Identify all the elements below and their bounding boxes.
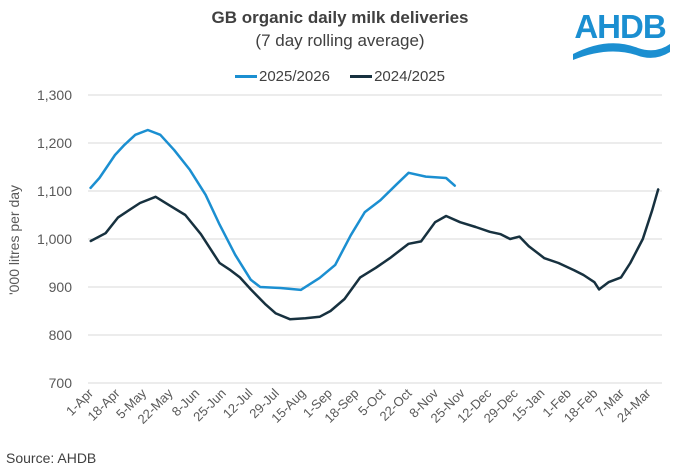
data-point bbox=[300, 289, 302, 291]
data-point bbox=[509, 238, 511, 240]
data-point bbox=[114, 154, 116, 156]
legend-item-2025-2026: 2025/2026 bbox=[235, 68, 330, 85]
data-point bbox=[364, 211, 366, 213]
data-point bbox=[280, 287, 282, 289]
data-point bbox=[408, 172, 410, 174]
data-point bbox=[329, 310, 331, 312]
y-tick-label: 700 bbox=[49, 375, 73, 391]
y-tick-label: 1,100 bbox=[37, 183, 72, 199]
data-point bbox=[651, 209, 653, 211]
data-point bbox=[264, 303, 266, 305]
data-point bbox=[89, 188, 91, 190]
data-point bbox=[250, 279, 252, 281]
data-point bbox=[620, 276, 622, 278]
series-line-2025-2026 bbox=[89, 128, 457, 292]
legend-swatch bbox=[235, 75, 257, 78]
data-point bbox=[500, 233, 502, 235]
y-tick-label: 1,300 bbox=[37, 87, 72, 103]
data-point bbox=[200, 233, 202, 235]
y-tick-label: 900 bbox=[49, 279, 73, 295]
data-point bbox=[189, 169, 191, 171]
y-tick-label: 1,200 bbox=[37, 135, 72, 151]
data-point bbox=[319, 277, 321, 279]
data-point bbox=[209, 248, 211, 250]
legend: 2025/2026 2024/2025 bbox=[0, 65, 680, 85]
data-point bbox=[350, 234, 352, 236]
data-point bbox=[518, 236, 520, 238]
data-point bbox=[289, 318, 291, 320]
data-point bbox=[642, 238, 644, 240]
data-point bbox=[147, 129, 149, 131]
x-tick-label: 12-Jul bbox=[220, 385, 256, 421]
data-point bbox=[139, 202, 141, 204]
data-point bbox=[169, 204, 171, 206]
data-point bbox=[598, 288, 600, 290]
data-point bbox=[173, 149, 175, 151]
data-point bbox=[395, 184, 397, 186]
data-point bbox=[123, 144, 125, 146]
data-point bbox=[159, 134, 161, 136]
data-point bbox=[305, 317, 307, 319]
data-point bbox=[319, 316, 321, 318]
data-point bbox=[234, 254, 236, 256]
data-point bbox=[89, 240, 91, 242]
data-point bbox=[582, 274, 584, 276]
y-tick-label: 800 bbox=[49, 327, 73, 343]
legend-label: 2024/2025 bbox=[374, 68, 445, 85]
data-point bbox=[375, 267, 377, 269]
data-point bbox=[454, 185, 456, 187]
series-line-2024-2025 bbox=[89, 188, 660, 321]
data-point bbox=[607, 281, 609, 283]
data-point bbox=[475, 226, 477, 228]
data-point bbox=[459, 221, 461, 223]
ahdb-logo: AHDB bbox=[568, 4, 673, 71]
data-point bbox=[259, 286, 261, 288]
data-point bbox=[543, 257, 545, 259]
data-point bbox=[434, 221, 436, 223]
chart-title: GB organic daily milk deliveries bbox=[211, 8, 469, 27]
data-point bbox=[239, 276, 241, 278]
data-point bbox=[445, 177, 447, 179]
data-point bbox=[528, 245, 530, 247]
legend-item-2024-2025: 2024/2025 bbox=[350, 68, 445, 85]
data-point bbox=[445, 215, 447, 217]
data-point bbox=[105, 232, 107, 234]
y-tick-label: 1,000 bbox=[37, 231, 72, 247]
data-point bbox=[359, 276, 361, 278]
data-point bbox=[379, 199, 381, 201]
data-point bbox=[155, 196, 157, 198]
data-point bbox=[420, 240, 422, 242]
data-point bbox=[489, 231, 491, 233]
data-point bbox=[408, 243, 410, 245]
data-point bbox=[134, 134, 136, 136]
legend-swatch bbox=[350, 75, 373, 78]
data-point bbox=[230, 269, 232, 271]
data-point bbox=[657, 188, 659, 190]
data-point bbox=[593, 281, 595, 283]
data-point bbox=[629, 262, 631, 264]
data-point bbox=[425, 176, 427, 178]
data-point bbox=[205, 194, 207, 196]
data-point bbox=[344, 298, 346, 300]
data-point bbox=[98, 177, 100, 179]
data-point bbox=[219, 224, 221, 226]
chart-subtitle: (7 day rolling average) bbox=[255, 31, 425, 50]
data-point bbox=[389, 257, 391, 259]
data-point bbox=[219, 262, 221, 264]
y-axis-label: '000 litres per day bbox=[6, 185, 22, 295]
legend-label: 2025/2026 bbox=[259, 68, 330, 85]
data-point bbox=[334, 264, 336, 266]
data-point bbox=[573, 269, 575, 271]
source-note: Source: AHDB bbox=[6, 450, 97, 466]
data-point bbox=[275, 312, 277, 314]
data-point bbox=[184, 214, 186, 216]
data-point bbox=[557, 262, 559, 264]
data-point bbox=[117, 216, 119, 218]
data-point bbox=[250, 288, 252, 290]
svg-text:AHDB: AHDB bbox=[574, 8, 665, 45]
